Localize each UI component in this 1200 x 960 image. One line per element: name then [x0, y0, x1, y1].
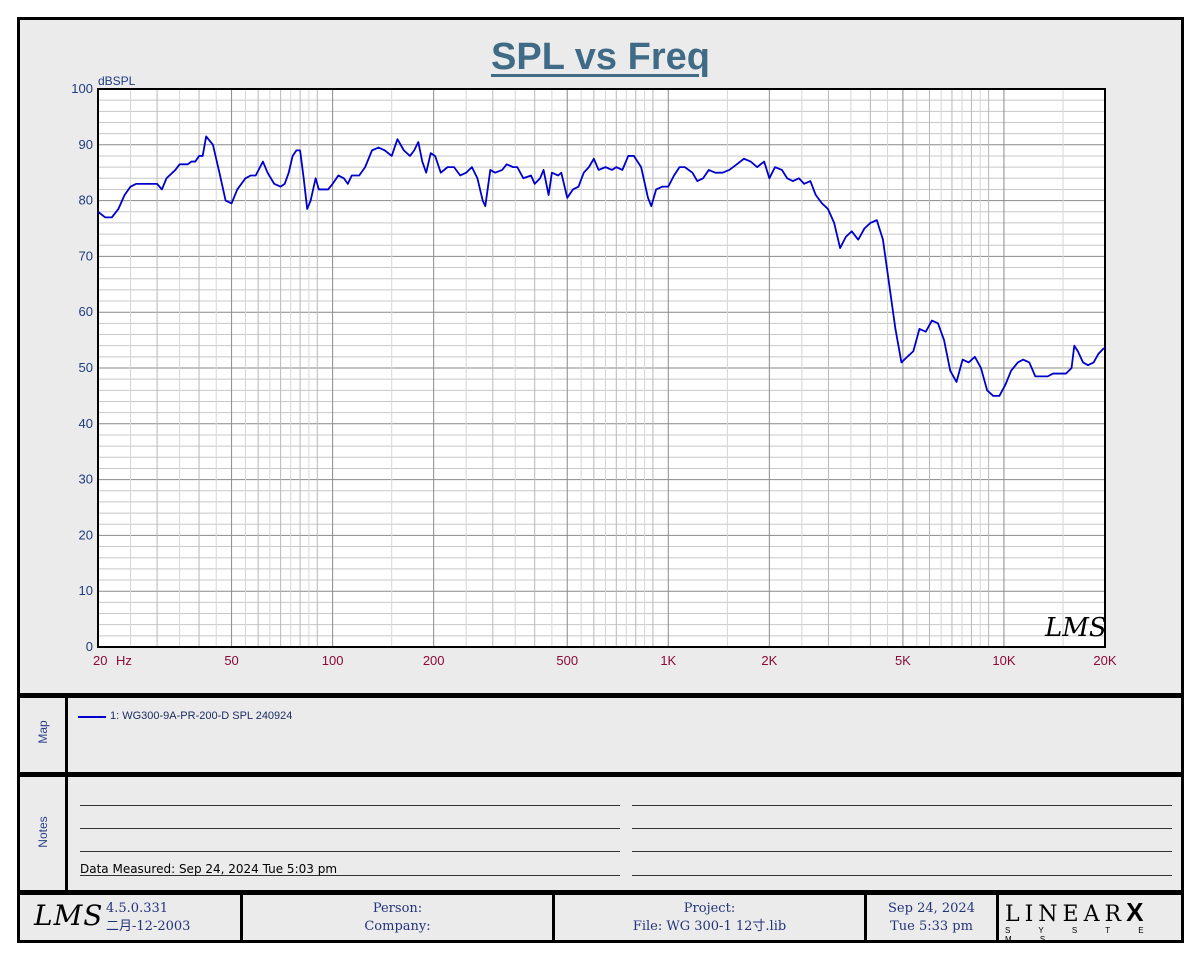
- map-section-label: Map: [36, 720, 50, 744]
- y-tick-label: 10: [79, 583, 93, 598]
- y-tick-label: 80: [79, 193, 93, 208]
- separator-footer: [20, 890, 1181, 895]
- project-block: Project: File: WG 300-1 12寸.lib: [555, 895, 864, 945]
- x-tick-label: 20: [93, 653, 107, 668]
- footer-date: Sep 24, 2024: [888, 901, 975, 916]
- plot-border: [97, 88, 1106, 648]
- notes-line: [632, 875, 1172, 876]
- notes-line: [632, 828, 1172, 829]
- version-block: 4.5.0.331 二月-12-2003: [106, 895, 236, 945]
- linearx-logo: LINEARX S Y S T E M S: [1005, 897, 1175, 944]
- y-tick-label: 30: [79, 472, 93, 487]
- x-tick-label: 2K: [761, 653, 777, 668]
- series-layer: [97, 135, 1105, 397]
- project-label: Project:: [683, 901, 736, 916]
- brand-mark: X: [1126, 897, 1144, 927]
- x-tick-label: 50: [224, 653, 238, 668]
- file-label: File: WG 300-1 12寸.lib: [632, 919, 787, 934]
- y-tick-label: 40: [79, 416, 93, 431]
- y-tick-label: 0: [86, 639, 93, 654]
- notes-line: [80, 851, 620, 852]
- chart-title: SPL vs Freq: [491, 36, 710, 78]
- notes-line: [632, 851, 1172, 852]
- version-date: 二月-12-2003: [106, 919, 191, 934]
- footer-time: Tue 5:33 pm: [890, 919, 973, 934]
- chart-svg: 0 10 20 30 40 50 60 70 80 90 100 20 50 100 200 500 1K 2K 5…: [71, 74, 1117, 668]
- separator-map: [20, 693, 1181, 698]
- axis-layer: 0 10 20 30 40 50 60 70 80 90 100 20 50 100 200 500 1K 2K 5…: [71, 81, 1117, 668]
- y-tick-label: 100: [71, 81, 93, 96]
- data-measured-text: Data Measured: Sep 24, 2024 Tue 5:03 pm: [80, 862, 338, 876]
- y-tick-label: 50: [79, 360, 93, 375]
- person-label: Person:: [372, 901, 423, 916]
- notes-line: [80, 805, 620, 806]
- x-tick-label: 5K: [895, 653, 911, 668]
- x-tick-label: 200: [423, 653, 445, 668]
- lms-logo: LMS: [34, 899, 104, 932]
- notes-line: [632, 805, 1172, 806]
- y-tick-label: 20: [79, 527, 93, 542]
- footer-divider: [864, 895, 867, 940]
- notes-section-label: Notes: [36, 816, 50, 848]
- chart-frame: SPL vs Freq 0 10 20 30 40 50 60 70 80 90 100 20 50 10…: [17, 17, 1184, 944]
- notes-line: [80, 828, 620, 829]
- footer-divider: [996, 895, 999, 940]
- x-tick-label: 100: [322, 653, 344, 668]
- grid-layer: [97, 89, 1106, 647]
- legend-line: [78, 716, 106, 718]
- brand-text: LINEAR: [1005, 902, 1127, 927]
- person-block: Person: Company:: [243, 895, 552, 945]
- legend-series-label: 1: WG300-9A-PR-200-D SPL 240924: [110, 710, 293, 722]
- side-label-divider: [65, 693, 68, 890]
- x-tick-label: 10K: [992, 653, 1015, 668]
- series-line: [97, 135, 1105, 397]
- brand-subtext: S Y S T E M S: [1005, 926, 1157, 944]
- separator-notes: [20, 772, 1181, 777]
- footer: LMS 4.5.0.331 二月-12-2003 Person: Company…: [20, 895, 1181, 944]
- footer-divider: [552, 895, 555, 940]
- y-tick-label: 60: [79, 304, 93, 319]
- version-number: 4.5.0.331: [106, 901, 169, 916]
- x-tick-label: 20K: [1093, 653, 1116, 668]
- y-tick-label: 70: [79, 248, 93, 263]
- y-tick-label: 90: [79, 137, 93, 152]
- notes-line: [80, 875, 620, 876]
- date-block: Sep 24, 2024 Tue 5:33 pm: [867, 895, 996, 945]
- x-tick-label: 1K: [660, 653, 676, 668]
- footer-divider: [240, 895, 243, 940]
- lms-watermark: LMS: [1044, 613, 1107, 643]
- x-unit-label: Hz: [116, 653, 132, 668]
- y-axis-label: dBSPL: [98, 74, 136, 88]
- x-tick-label: 500: [556, 653, 578, 668]
- company-label: Company:: [364, 919, 431, 934]
